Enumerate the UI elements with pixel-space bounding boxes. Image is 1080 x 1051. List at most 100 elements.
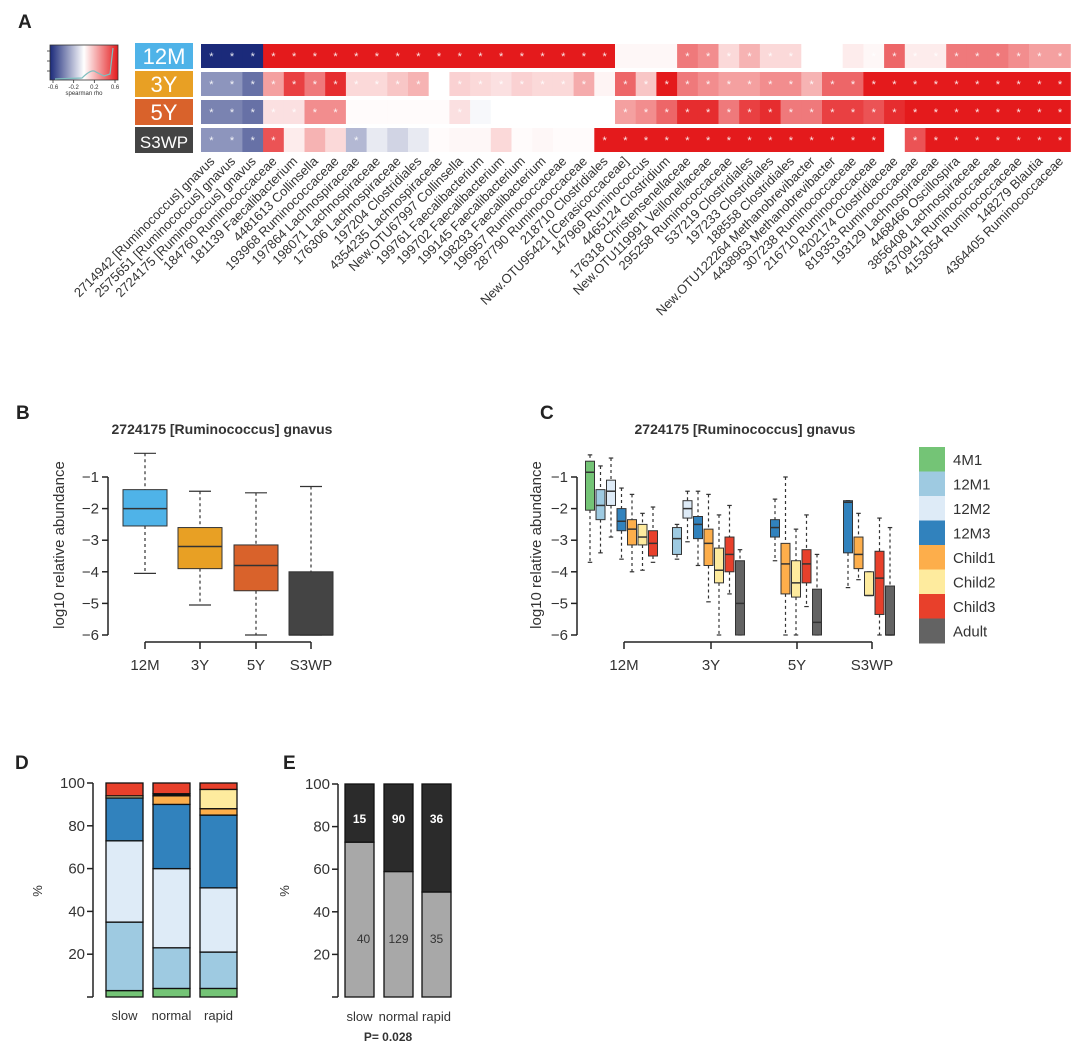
heatmap-cell [987,44,1009,68]
significance-star: * [478,51,483,63]
significance-star: * [603,51,608,63]
significance-star: * [209,79,214,91]
box-5y-child2 [791,528,801,636]
significance-star: * [230,51,235,63]
significance-star: * [209,135,214,147]
box [735,560,745,636]
heatmap-cell [966,44,988,68]
heatmap-cell [345,44,367,68]
significance-star: * [582,79,587,91]
significance-star: * [975,107,980,119]
significance-star: * [292,51,297,63]
x-tick-label: S3WP [851,657,894,674]
heatmap-cell [1049,128,1071,152]
panel-e-stacked-bar: 20 40 60 80 100% 40 15 slow 129 90 normal 35 36 rapid… [277,776,452,1044]
significance-star: * [830,135,835,147]
y-tick-label: 100 [60,775,85,792]
y-tick-label: 80 [313,819,330,836]
heatmap-cell [532,72,554,96]
box-12m-4m1 [585,454,595,563]
heatmap-cell [1049,100,1071,124]
heatmap-cell [842,44,864,68]
heatmap-cell [925,100,947,124]
heatmap-cell [863,100,885,124]
significance-star: * [623,79,628,91]
significance-star: * [996,79,1001,91]
heatmap-cell [490,100,512,124]
significance-star: * [333,107,338,119]
heatmap-cell [387,100,409,124]
legend-label: 12M2 [953,501,991,518]
significance-star: * [747,51,752,63]
significance-star: * [851,135,856,147]
heatmap-cell [863,44,885,68]
legend-swatch [919,447,945,472]
bar-segment-4m1 [199,987,238,998]
significance-star: * [520,51,525,63]
heatmap-cell [842,72,864,96]
panel-label-c: C [540,403,554,424]
significance-star: * [1017,107,1022,119]
significance-star: * [830,107,835,119]
significance-star: * [1037,135,1042,147]
heatmap-cell [1049,44,1071,68]
heatmap-cell [573,128,595,152]
row-label-box [135,127,193,153]
row-label: S3WP [140,133,188,152]
significance-star: * [1017,135,1022,147]
box [606,479,616,506]
bar-segment-12m1 [152,947,191,990]
significance-star: * [954,107,959,119]
significance-star: * [354,79,359,91]
bar-segment-upper [421,783,452,893]
box-3y-child3 [724,504,735,595]
significance-star: * [913,79,918,91]
x-tick-label: 3Y [702,657,720,674]
legend-label: Child2 [953,575,996,592]
bar-segment-12m2 [152,867,191,949]
x-tick-label: normal [379,1009,419,1024]
significance-star: * [313,107,318,119]
heatmap-cell [366,128,388,152]
bar-segment-12m2 [105,840,144,923]
significance-star: * [230,107,235,119]
heatmap-cell [366,44,388,68]
x-tick-label: slow [346,1009,373,1024]
chart-title: 2724175 [Ruminococcus] gnavus [635,421,856,437]
heatmap-cell [573,44,595,68]
heatmap-cell [242,100,264,124]
significance-star: * [561,51,566,63]
panel-c-boxplot: 2724175 [Ruminococcus] gnavus log10 relat… [528,421,996,674]
heatmap-cell [470,44,492,68]
y-tick-label: −4 [82,564,99,581]
box-12m-child3 [648,506,658,563]
significance-star: * [934,79,939,91]
heatmap-cell [511,128,533,152]
legend-swatch [919,618,945,644]
x-tick-label: rapid [422,1009,451,1024]
heatmap-cell [863,72,885,96]
significance-star: * [975,79,980,91]
bar-segment-child2 [199,788,238,810]
heatmap-cell [573,72,595,96]
heatmap-cell [656,100,678,124]
bar-segment-upper [344,783,375,843]
box-12m-12m1 [595,465,606,554]
panel-label-a: A [18,12,32,33]
heatmap-cell [428,44,450,68]
heatmap-cell [242,72,264,96]
heatmap-cell [242,128,264,152]
heatmap-cell [594,128,616,152]
box [780,542,791,595]
heatmap-cell [428,128,450,152]
heatmap-cell [552,44,574,68]
heatmap-cell [1008,72,1030,96]
heatmap-cell [697,100,719,124]
significance-star: * [768,135,773,147]
significance-star: * [810,135,815,147]
heatmap-cell [987,100,1009,124]
box-3y-adult [735,549,745,636]
significance-star: * [644,79,649,91]
y-axis-label: log10 relative abundance [528,461,545,629]
significance-star: * [644,135,649,147]
